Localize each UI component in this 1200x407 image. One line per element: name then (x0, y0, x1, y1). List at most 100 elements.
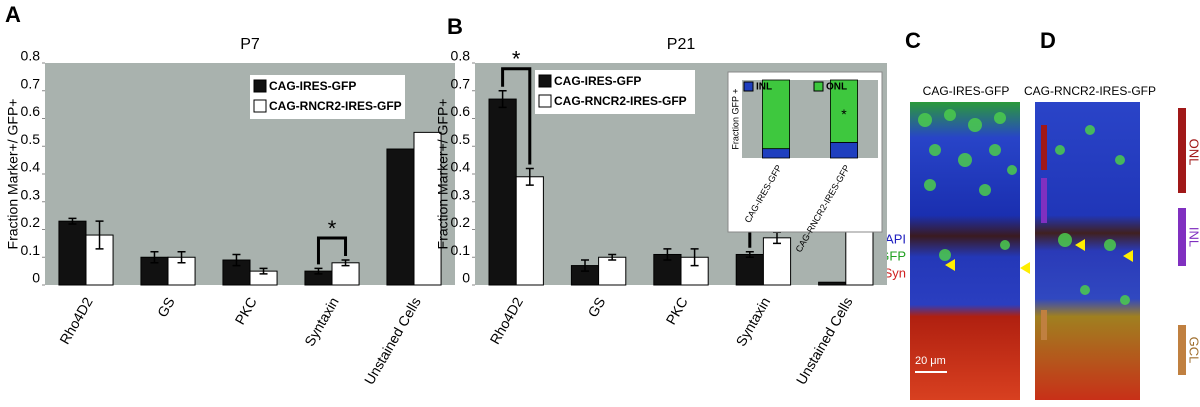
y-tick-label: 0.5 (21, 131, 41, 147)
bar (515, 176, 544, 286)
bar (488, 98, 517, 286)
x-tick-label: Syntaxin (732, 294, 773, 349)
y-tick-label: 0 (32, 270, 40, 286)
y-tick-label: 0.7 (21, 75, 41, 91)
layer-label: ONL (1187, 139, 1200, 166)
bar (762, 237, 792, 286)
gfp-cells (1055, 125, 1130, 305)
layer-marker (1178, 208, 1186, 266)
error-bar (95, 220, 104, 250)
error-bar (150, 250, 159, 264)
arrowhead (1123, 250, 1133, 262)
micrograph (1035, 102, 1140, 400)
layer-label: INL (1187, 227, 1200, 247)
error-bar (259, 267, 268, 275)
bar (58, 220, 87, 286)
y-tick-label: 0.8 (21, 48, 41, 64)
gfp-cells (918, 109, 1017, 261)
x-tick-label: Unstained Cells (361, 294, 424, 387)
legend-swatch (538, 74, 552, 88)
panel-label: C (905, 28, 921, 53)
panel-label: A (5, 2, 21, 27)
legend-box (535, 70, 695, 114)
error-bar (608, 253, 617, 261)
bar-segment (830, 79, 859, 143)
legend-label: CAG-IRES-GFP (554, 74, 641, 88)
legend-label: CAG-RNCR2-IRES-GFP (554, 94, 687, 108)
chart-title: P7 (240, 36, 260, 53)
legend-label: CAG-IRES-GFP (269, 79, 356, 93)
y-tick-label: 0.6 (451, 103, 471, 119)
x-tick-label: Rho4D2 (56, 294, 96, 347)
layer-marker (1178, 108, 1186, 193)
bar (735, 253, 764, 286)
legend-swatch (743, 81, 754, 92)
arrowhead (1075, 239, 1085, 251)
x-tick-label: PKC (232, 294, 260, 327)
significance-star: * (328, 216, 337, 241)
error-bar (68, 217, 77, 225)
legend-swatch (813, 81, 824, 92)
y-axis-label: Fraction Marker+/ GFP+ (5, 99, 21, 250)
error-bar (581, 259, 590, 272)
error-bar (745, 250, 754, 258)
significance-bracket (501, 67, 532, 165)
layer-marker (1041, 310, 1047, 340)
error-bar (663, 248, 672, 261)
panel-label: B (447, 14, 463, 39)
x-tick-label: Rho4D2 (486, 294, 526, 347)
bar-segment (830, 141, 859, 159)
x-tick-label: PKC (663, 294, 691, 327)
error-bar (314, 267, 323, 275)
significance-bracket (316, 236, 348, 265)
image-title: CAG-RNCR2-IRES-GFP (1024, 84, 1156, 98)
layer-marker (1041, 178, 1047, 223)
layer-marker (1041, 125, 1047, 170)
layer-label: GCL (1187, 337, 1200, 364)
y-tick-label: 0.7 (451, 75, 471, 91)
bar (413, 131, 442, 286)
legend-label: CAG-RNCR2-IRES-GFP (269, 99, 402, 113)
legend-label: ONL (826, 82, 847, 93)
y-tick-label: 0.3 (21, 186, 41, 202)
error-bar (177, 250, 186, 264)
y-tick-label: 0 (462, 270, 470, 286)
y-tick-label: 0.1 (451, 242, 471, 258)
x-tick-label: Syntaxin (301, 294, 342, 349)
legend-swatch (538, 94, 552, 108)
y-tick-label: 0.3 (451, 186, 471, 202)
bar (845, 229, 874, 286)
arrowhead (1020, 262, 1030, 274)
micrograph (910, 102, 1020, 400)
image-title: CAG-IRES-GFP (923, 84, 1010, 98)
y-tick-label: 0.2 (451, 214, 471, 230)
error-bar (232, 253, 241, 267)
error-bar (341, 259, 350, 267)
bar (598, 256, 627, 286)
panel-label: D (1040, 28, 1056, 53)
y-tick-label: 0.1 (21, 242, 41, 258)
arrowhead (945, 259, 955, 271)
y-tick-label: 0.2 (21, 214, 41, 230)
x-tick-label: GS (584, 294, 608, 320)
legend-box (250, 75, 405, 119)
error-bar (690, 248, 699, 267)
legend-swatch (253, 99, 267, 113)
bar-segment (762, 79, 791, 150)
y-tick-label: 0.4 (451, 159, 471, 175)
bar (386, 148, 415, 286)
layer-marker (1178, 325, 1186, 375)
bar (818, 281, 847, 286)
y-tick-label: 0.5 (451, 131, 471, 147)
legend-label: INL (756, 82, 772, 93)
y-tick-label: 0.8 (451, 48, 471, 64)
significance-star: * (512, 47, 521, 72)
legend-swatch (253, 79, 267, 93)
scale-label: 20 μm (915, 355, 946, 367)
y-axis-label: Fraction GFP + (730, 88, 740, 149)
significance-star: * (841, 106, 847, 122)
y-axis-label: Fraction Marker+/ GFP+ (435, 99, 451, 250)
chart-title: P21 (667, 36, 696, 53)
x-tick-label: Unstained Cells (793, 294, 856, 387)
bar-segment (762, 148, 791, 159)
